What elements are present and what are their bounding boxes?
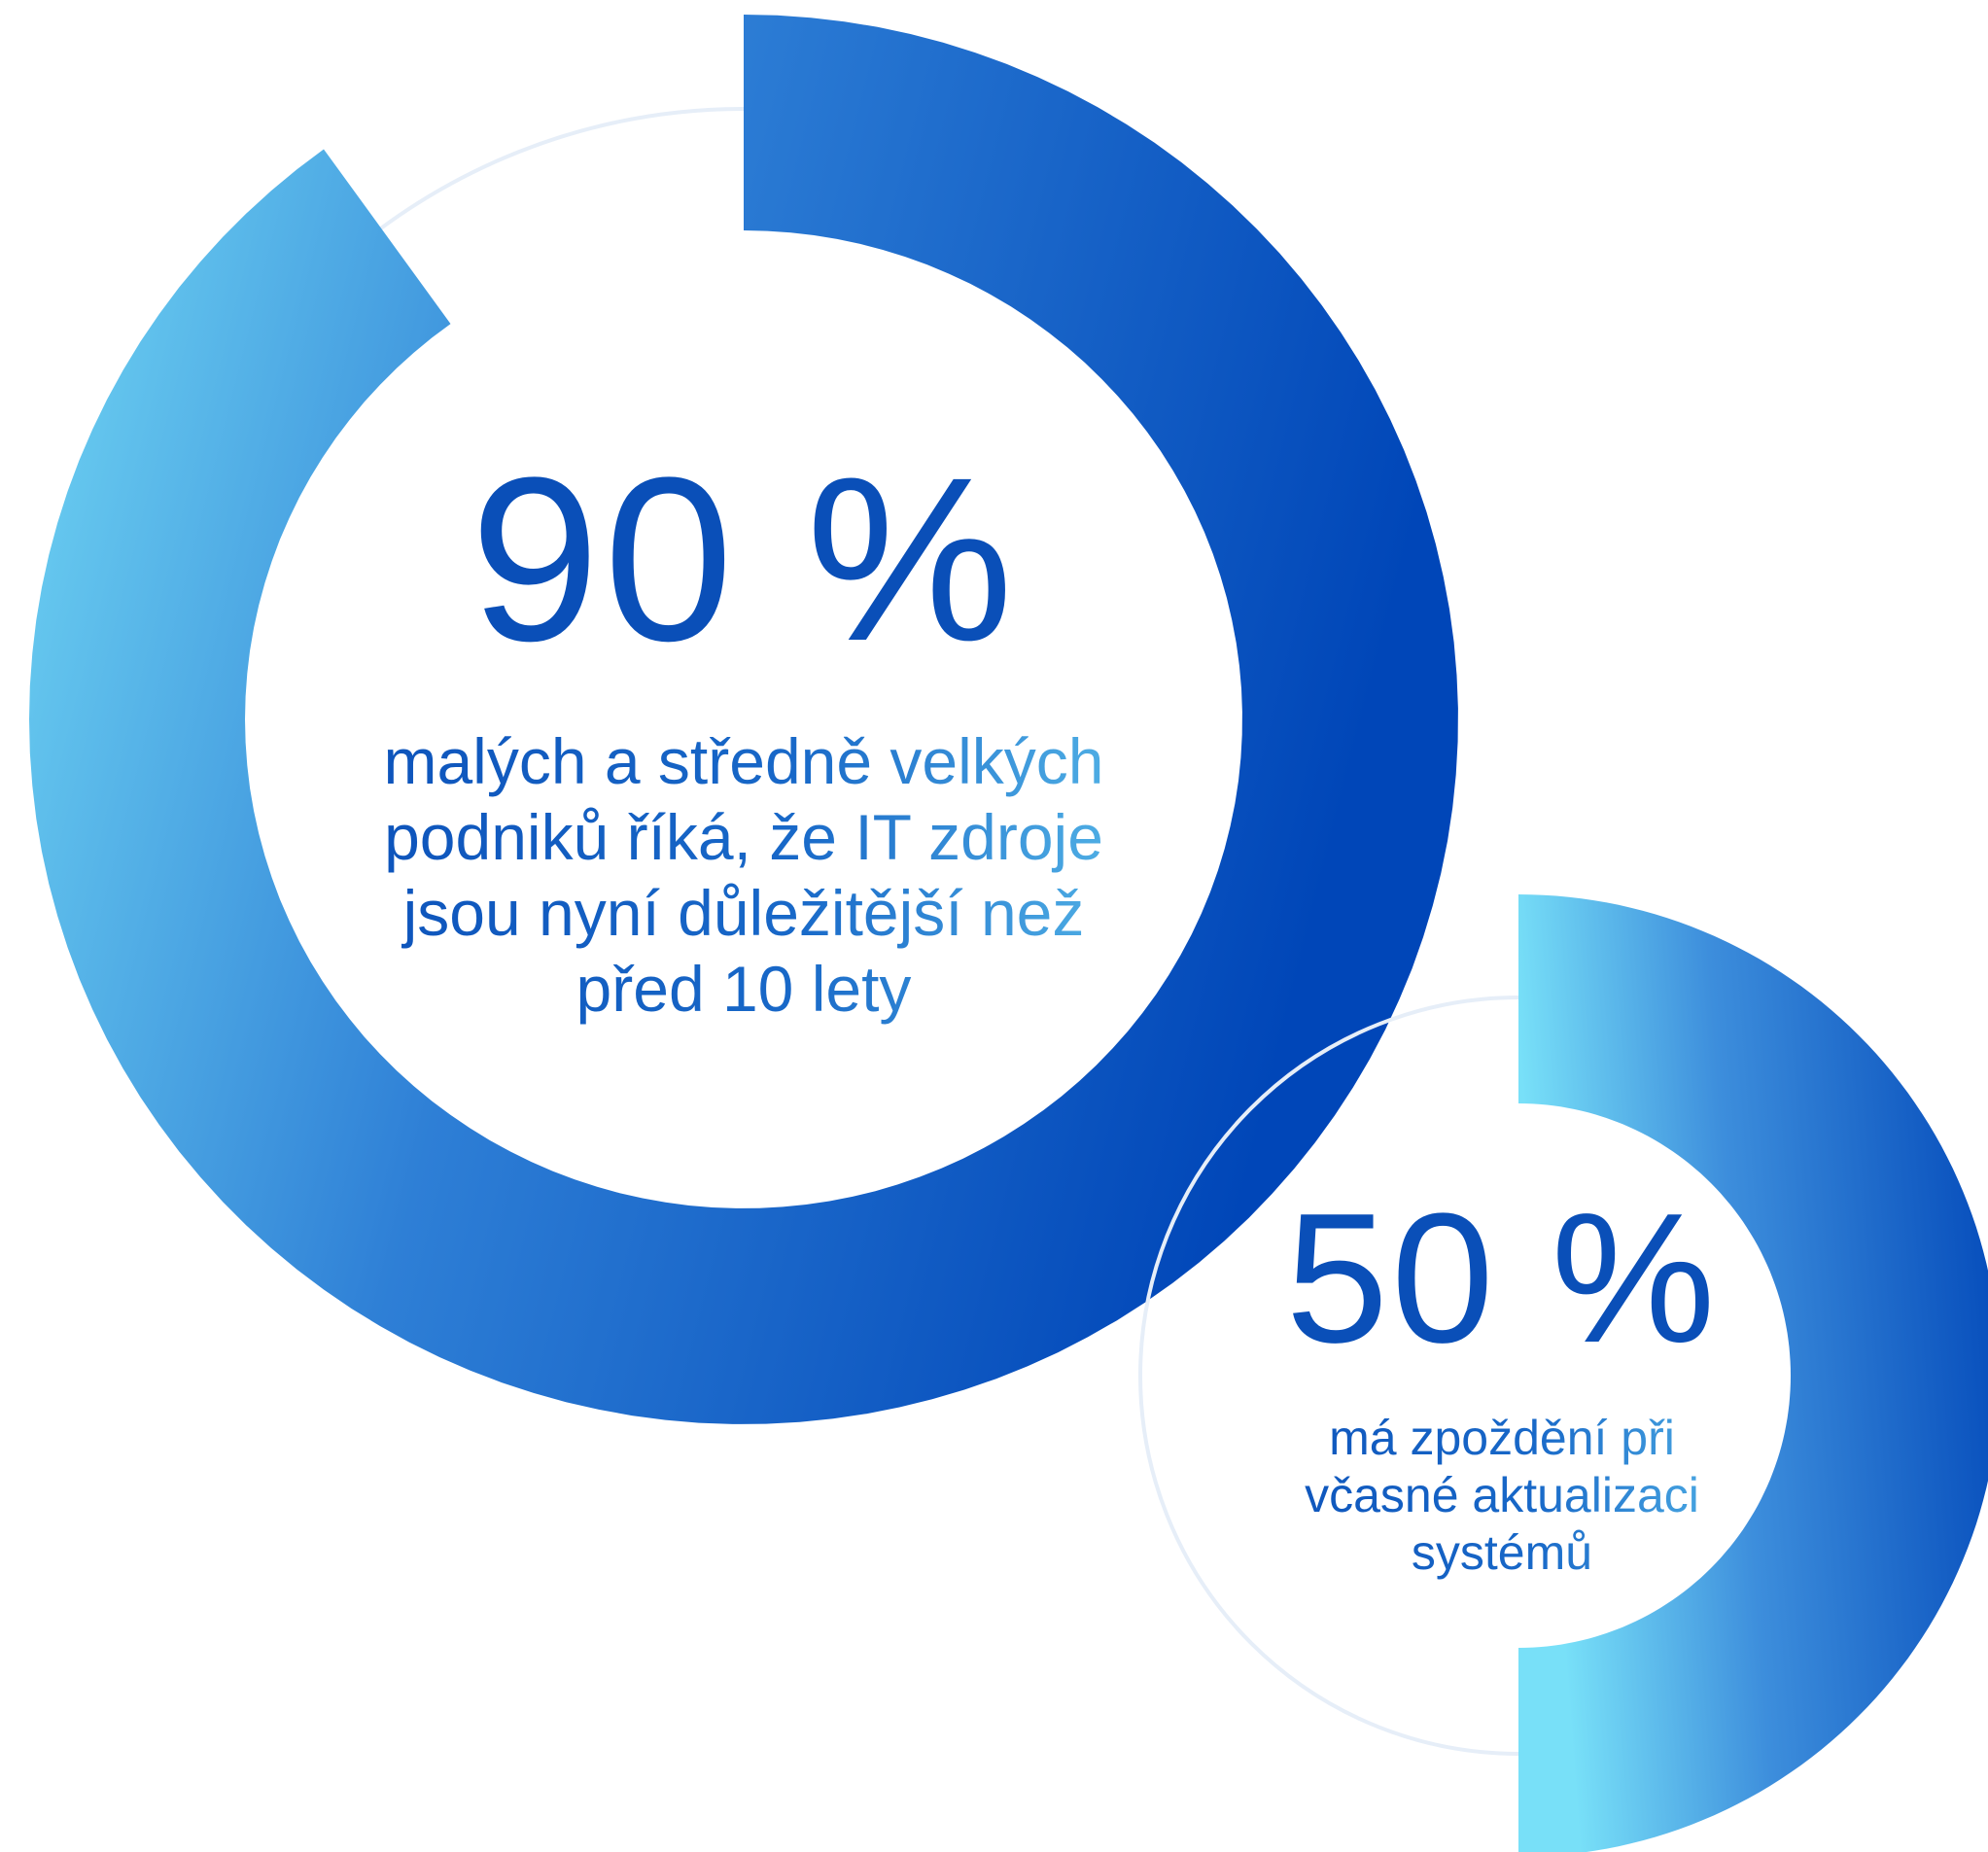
stat-description-90: malých a středně velkých podniků říká, ž… bbox=[258, 724, 1230, 1028]
description-line: má zpoždění při bbox=[1329, 1411, 1675, 1465]
donut-arc-90 bbox=[29, 15, 1458, 1424]
stat-description-50: má zpoždění při včasné aktualizaci systé… bbox=[1196, 1410, 1808, 1582]
description-line: jsou nyní důležitější než bbox=[402, 876, 1085, 949]
stat-value-90: 90 % bbox=[470, 429, 1018, 689]
stat-value-50: 50 % bbox=[1285, 1175, 1719, 1381]
description-line: systémů bbox=[1411, 1525, 1593, 1580]
donut-arc-50 bbox=[1518, 894, 1988, 1852]
description-line: malých a středně velkých bbox=[383, 725, 1104, 797]
description-line: podniků říká, že IT zdroje bbox=[384, 800, 1103, 873]
description-line: před 10 lety bbox=[575, 952, 912, 1025]
stat-50-percent: 50 % má zpoždění při včasné aktualizaci … bbox=[1196, 1186, 1808, 1582]
description-line: včasné aktualizaci bbox=[1305, 1468, 1699, 1522]
stat-90-percent: 90 % malých a středně velkých podniků ří… bbox=[258, 442, 1230, 1028]
